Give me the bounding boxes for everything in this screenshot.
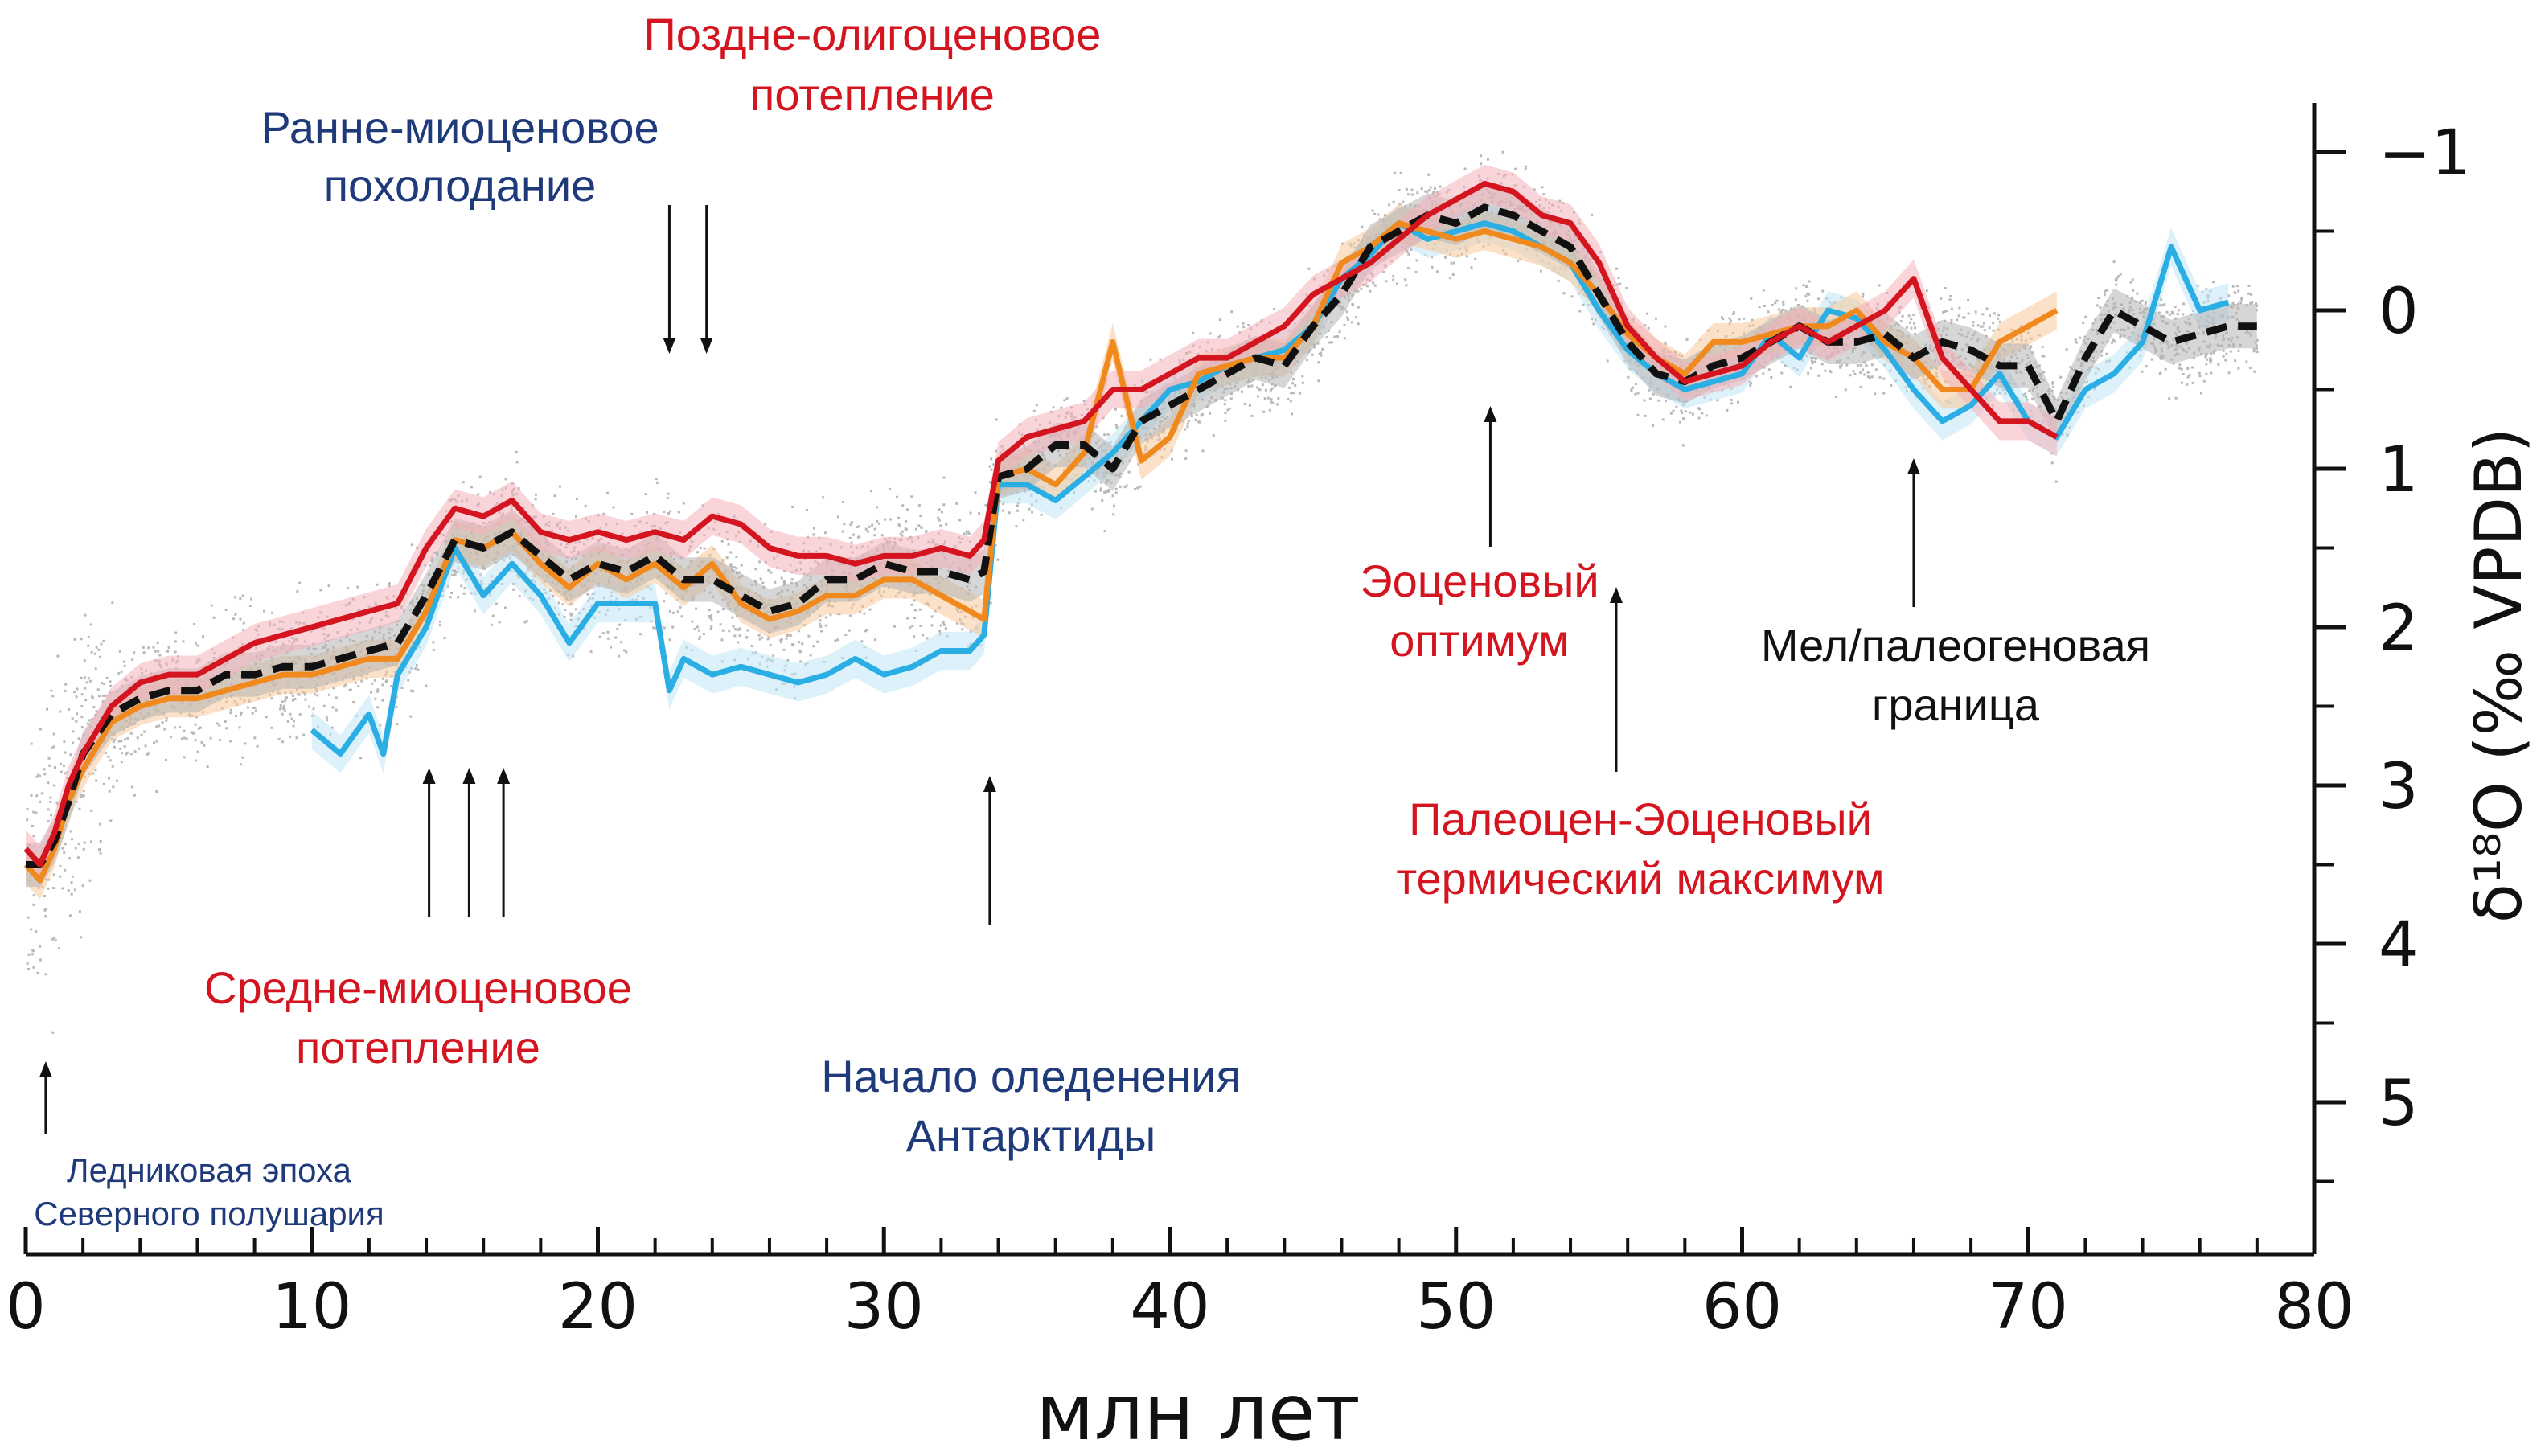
annotation-arrowhead bbox=[663, 338, 676, 354]
series-layer bbox=[23, 164, 2257, 900]
x-tick-label: 80 bbox=[2274, 1271, 2354, 1343]
y-tick-label: 2 bbox=[2379, 593, 2419, 665]
annotation-arrowhead bbox=[462, 768, 476, 784]
y-tick-label: 5 bbox=[2379, 1068, 2419, 1140]
x-tick-label: 70 bbox=[1989, 1271, 2068, 1343]
x-tick-label: 0 bbox=[6, 1271, 46, 1343]
y-tick-label: 1 bbox=[2379, 434, 2419, 507]
annotation-petm: Палеоцен-Эоценовый термический максимум bbox=[1396, 794, 1884, 904]
annotation-late-oligocene-warming-line2: потепление bbox=[750, 69, 995, 120]
series-line-black bbox=[26, 203, 2257, 868]
series-line-red bbox=[23, 180, 2059, 867]
annotation-antarctic-glaciation-line2: Антарктиды bbox=[906, 1110, 1156, 1161]
annotation-kpg-boundary-line2: граница bbox=[1872, 679, 2040, 730]
y-tick-label: 4 bbox=[2379, 909, 2419, 982]
x-tick-label: 40 bbox=[1130, 1271, 1209, 1343]
annotation-petm-line1: Палеоцен-Эоценовый bbox=[1409, 794, 1872, 844]
x-axis-ticks: 0 10 20 30 40 50 60 70 80 bbox=[6, 1227, 2354, 1343]
annotation-petm-line2: термический максимум bbox=[1396, 853, 1884, 904]
annotation-nh-glaciation-line1: Ледниковая эпоха bbox=[67, 1151, 352, 1189]
data-point-cloud bbox=[26, 150, 2259, 1034]
x-tick-label: 20 bbox=[558, 1271, 638, 1343]
annotation-eocene-optimum-line1: Эоценовый bbox=[1360, 556, 1599, 606]
annotation-antarctic-glaciation-line1: Начало оледенения bbox=[821, 1051, 1241, 1101]
annotation-early-miocene-cooling-line2: похолодание bbox=[324, 160, 597, 211]
annotation-kpg-boundary-line1: Мел/палеогеновая bbox=[1761, 620, 2150, 671]
series-line-cyan bbox=[310, 220, 2230, 757]
annotation-mid-miocene-warming-line2: потепление bbox=[296, 1022, 540, 1073]
x-axis-title: млн лет bbox=[1036, 1368, 1360, 1456]
annotation-arrowhead bbox=[1484, 406, 1497, 422]
y-axis-ticks: −1 0 1 2 3 4 5 bbox=[2314, 117, 2471, 1183]
y-tick-label: 0 bbox=[2379, 276, 2419, 348]
y-tick-label: −1 bbox=[2379, 117, 2471, 190]
annotation-antarctic-glaciation: Начало оледенения Антарктиды bbox=[821, 1051, 1241, 1161]
y-axis-title: δ¹⁸O (‰ VPDB) bbox=[2461, 428, 2536, 923]
annotation-mid-miocene-warming: Средне-миоценовое потепление bbox=[204, 962, 632, 1073]
annotation-late-oligocene-warming: Поздне-олигоценовое потепление bbox=[644, 9, 1102, 120]
annotation-arrowhead bbox=[422, 768, 436, 784]
x-tick-label: 60 bbox=[1702, 1271, 1782, 1343]
y-tick-label: 3 bbox=[2379, 751, 2419, 823]
annotation-mid-miocene-warming-line1: Средне-миоценовое bbox=[204, 962, 632, 1013]
annotation-kpg-boundary: Мел/палеогеновая граница bbox=[1761, 620, 2150, 730]
annotation-arrows bbox=[39, 205, 1920, 1134]
annotation-nh-glaciation: Ледниковая эпоха Северного полушария bbox=[34, 1151, 384, 1232]
annotation-eocene-optimum: Эоценовый оптимум bbox=[1360, 556, 1599, 666]
series-band-red bbox=[26, 164, 2057, 884]
annotation-arrowhead bbox=[983, 776, 996, 792]
annotation-eocene-optimum-line2: оптимум bbox=[1389, 615, 1569, 666]
x-tick-label: 10 bbox=[272, 1271, 351, 1343]
annotation-nh-glaciation-line2: Северного полушария bbox=[34, 1195, 384, 1232]
annotation-arrowhead bbox=[1907, 458, 1920, 474]
annotation-arrowhead bbox=[700, 338, 713, 354]
annotation-arrowhead bbox=[39, 1061, 52, 1077]
annotation-early-miocene-cooling: Ранне-миоценовое похолодание bbox=[261, 102, 659, 211]
annotation-arrowhead bbox=[497, 768, 511, 784]
annotation-arrowhead bbox=[1609, 587, 1623, 603]
x-tick-label: 50 bbox=[1416, 1271, 1496, 1343]
annotation-early-miocene-cooling-line1: Ранне-миоценовое bbox=[261, 102, 659, 153]
scatter-points bbox=[26, 150, 2259, 1034]
x-tick-label: 30 bbox=[844, 1271, 924, 1343]
annotation-late-oligocene-warming-line1: Поздне-олигоценовое bbox=[644, 9, 1102, 59]
